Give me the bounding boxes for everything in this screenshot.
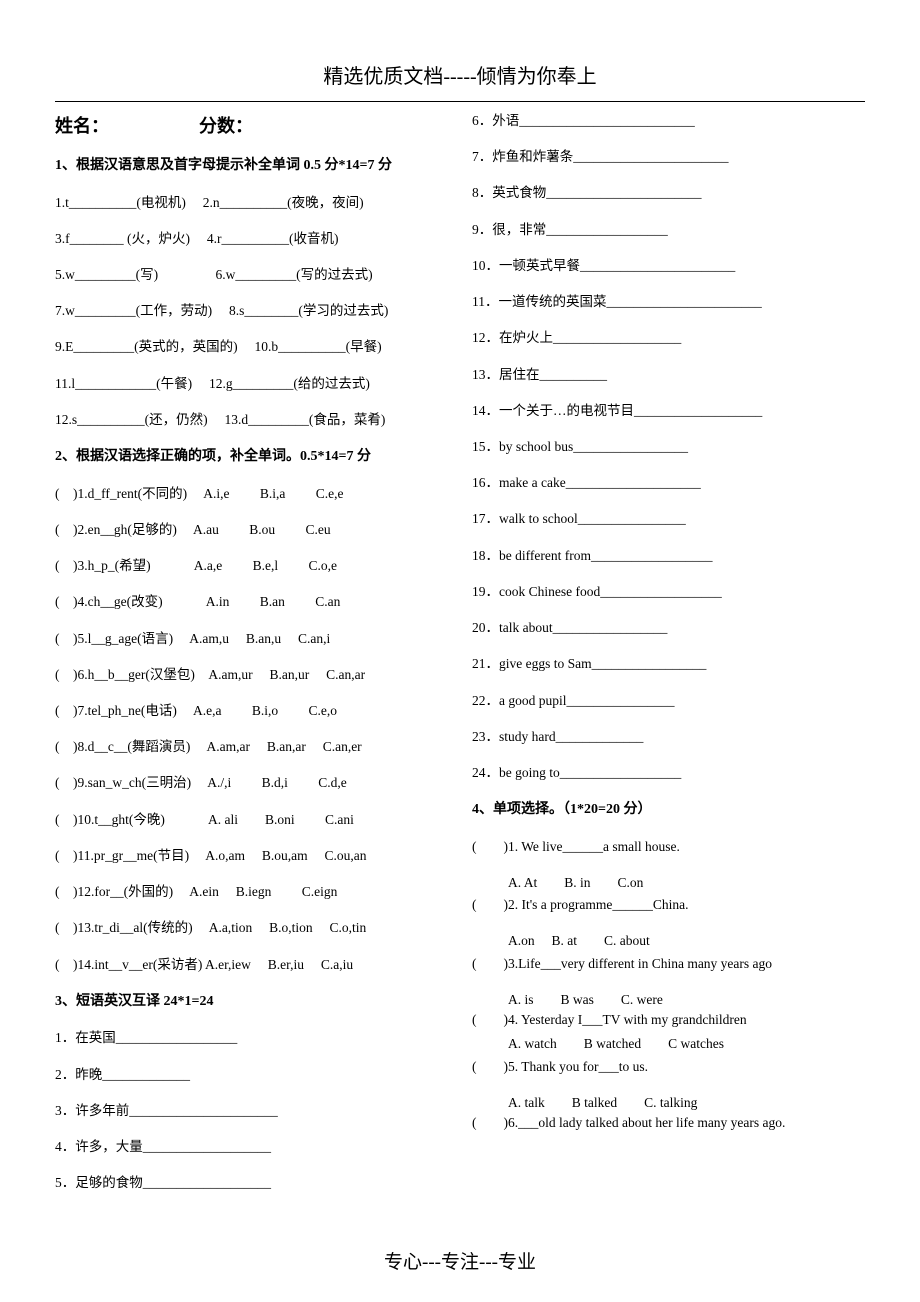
s2-item: ( )7.tel_ph_ne(电话) A.e,a B.i,o C.e,o xyxy=(55,702,448,720)
s3-item: 3．许多年前______________________ xyxy=(55,1102,448,1120)
s3-item: 12．在炉火上___________________ xyxy=(472,329,865,347)
s2-item: ( )3.h_p_(希望) A.a,e B.e,l C.o,e xyxy=(55,557,448,575)
section4-title: 4、单项选择。（1*20=20 分） xyxy=(472,800,865,820)
s4-answer: A.on B. at C. about xyxy=(472,932,865,950)
s4-answer: A. At B. in C.on xyxy=(472,874,865,892)
page-footer: 专心---专注---专业 xyxy=(0,1247,920,1274)
s2-item: ( )5.l__g_age(语言) A.am,u B.an,u C.an,i xyxy=(55,630,448,648)
s3-item: 23．study hard_____________ xyxy=(472,728,865,746)
s3-item: 5．足够的食物___________________ xyxy=(55,1174,448,1192)
s1-item: 9.E_________(英式的，英国的) 10.b__________(早餐) xyxy=(55,338,448,356)
s1-item: 3.f________ (火，炉火) 4.r__________(收音机) xyxy=(55,230,448,248)
s2-item: ( )1.d_ff_rent(不同的) A.i,e B.i,a C.e,e xyxy=(55,485,448,503)
s2-item: ( )12.for__(外国的) A.ein B.iegn C.eign xyxy=(55,883,448,901)
s3-item: 21．give eggs to Sam_________________ xyxy=(472,655,865,673)
s1-item: 12.s__________(还，仍然) 13.d_________(食品，菜肴… xyxy=(55,411,448,429)
s3-item: 22．a good pupil________________ xyxy=(472,692,865,710)
s1-item: 11.l____________(午餐) 12.g_________(给的过去式… xyxy=(55,375,448,393)
s3-item: 18．be different from__________________ xyxy=(472,547,865,565)
right-column: 6．外语__________________________ 7．炸鱼和炸薯条_… xyxy=(472,112,865,1210)
s3-item: 24．be going to__________________ xyxy=(472,764,865,782)
s3-item: 13．居住在__________ xyxy=(472,366,865,384)
s3-item: 7．炸鱼和炸薯条_______________________ xyxy=(472,148,865,166)
s4-question: ( )1. We live______a small house. xyxy=(472,838,865,856)
section1-title: 1、根据汉语意思及首字母提示补全单词 0.5 分*14=7 分 xyxy=(55,156,448,176)
s3-item: 2．昨晚_____________ xyxy=(55,1066,448,1084)
name-score-line: 姓名： 分数： xyxy=(55,112,448,138)
s2-item: ( )4.ch__ge(改变) A.in B.an C.an xyxy=(55,593,448,611)
s4-question: ( )5. Thank you for___to us. xyxy=(472,1058,865,1076)
left-column: 姓名： 分数： 1、根据汉语意思及首字母提示补全单词 0.5 分*14=7 分 … xyxy=(55,112,448,1210)
s3-item: 4．许多，大量___________________ xyxy=(55,1138,448,1156)
s4-answer: A. talk B talked C. talking xyxy=(472,1094,865,1112)
s2-item: ( )9.san_w_ch(三明治) A./,i B.d,i C.d,e xyxy=(55,774,448,792)
s3-item: 1．在英国__________________ xyxy=(55,1029,448,1047)
section2-title: 2、根据汉语选择正确的项，补全单词。0.5*14=7 分 xyxy=(55,447,448,467)
s2-item: ( )6.h__b__ger(汉堡包) A.am,ur B.an,ur C.an… xyxy=(55,666,448,684)
s3-item: 10．一顿英式早餐_______________________ xyxy=(472,257,865,275)
s4-answer: A. watch B watched C watches xyxy=(472,1035,865,1053)
content-columns: 姓名： 分数： 1、根据汉语意思及首字母提示补全单词 0.5 分*14=7 分 … xyxy=(55,112,865,1210)
s3-item: 19．cook Chinese food__________________ xyxy=(472,583,865,601)
s3-item: 20．talk about_________________ xyxy=(472,619,865,637)
s4-question: ( )2. It's a programme______China. xyxy=(472,896,865,914)
s3-item: 16．make a cake____________________ xyxy=(472,474,865,492)
s1-item: 7.w_________(工作，劳动) 8.s________(学习的过去式) xyxy=(55,302,448,320)
s3-item: 6．外语__________________________ xyxy=(472,112,865,130)
s1-item: 1.t__________(电视机) 2.n__________(夜晚，夜间) xyxy=(55,194,448,212)
s4-question: ( )6.___old lady talked about her life m… xyxy=(472,1114,865,1132)
s2-item: ( )2.en__gh(足够的) A.au B.ou C.eu xyxy=(55,521,448,539)
s1-item: 5.w_________(写) 6.w_________(写的过去式) xyxy=(55,266,448,284)
s3-item: 9．很，非常__________________ xyxy=(472,221,865,239)
s2-item: ( )10.t__ght(今晚) A. ali B.oni C.ani xyxy=(55,811,448,829)
section3-title: 3、短语英汉互译 24*1=24 xyxy=(55,992,448,1012)
s4-question: ( )4. Yesterday I___TV with my grandchil… xyxy=(472,1011,865,1029)
s3-item: 11．一道传统的英国菜_______________________ xyxy=(472,293,865,311)
s2-item: ( )14.int__v__er(采访者) A.er,iew B.er,iu C… xyxy=(55,956,448,974)
s2-item: ( )13.tr_di__al(传统的) A.a,tion B.o,tion C… xyxy=(55,919,448,937)
s3-item: 15．by school bus_________________ xyxy=(472,438,865,456)
s2-item: ( )8.d__c__(舞蹈演员) A.am,ar B.an,ar C.an,e… xyxy=(55,738,448,756)
s4-answer: A. is B was C. were xyxy=(472,991,865,1009)
s2-item: ( )11.pr_gr__me(节目) A.o,am B.ou,am C.ou,… xyxy=(55,847,448,865)
divider xyxy=(55,101,865,102)
page-header: 精选优质文档-----倾情为你奉上 xyxy=(55,60,865,89)
s3-item: 17．walk to school________________ xyxy=(472,510,865,528)
s4-question: ( )3.Life___very different in China many… xyxy=(472,955,865,973)
s3-item: 8．英式食物_______________________ xyxy=(472,184,865,202)
s3-item: 14．一个关于…的电视节目___________________ xyxy=(472,402,865,420)
